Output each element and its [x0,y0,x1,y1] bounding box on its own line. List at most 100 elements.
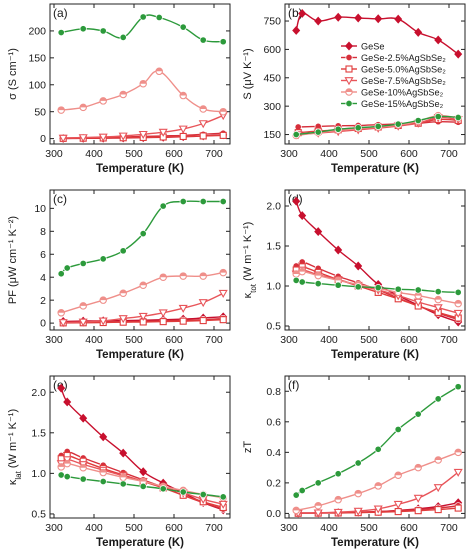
x-tick-label: 400 [85,334,103,346]
data-point [434,395,442,403]
data-point [453,468,463,477]
marker-fill [100,97,107,101]
marker-fill [315,502,322,506]
marker-fill [299,268,306,272]
data-point [334,125,342,133]
series-line [295,270,459,305]
data-point [454,299,462,308]
data-point [119,480,127,488]
data-point [57,28,65,37]
data-point [314,271,322,280]
chart-panel-e: 300 400 500 600 700 0.5 1.0 1.5 2.0 Temperature (… [7,375,231,549]
data-point [199,490,207,499]
data-point [219,38,227,46]
marker-fill [140,478,147,482]
marker-fill [220,108,227,112]
data-point [374,445,382,453]
y-tick-label: 200 [28,26,46,38]
data-point [139,482,147,490]
marker-fill [435,456,442,460]
marker-fill [455,449,462,453]
data-point [433,484,443,493]
marker-fill [120,91,127,95]
data-point [98,317,108,326]
x-tick-label: 300 [45,522,63,534]
data-point [334,470,342,478]
marker-fill [80,104,87,108]
marker-fill [200,105,207,109]
y-axis-label: S (μV K⁻¹) [242,48,254,99]
data-point [314,227,323,237]
y-tick-label: 0.6 [266,416,281,428]
y-tick-label: 2 [40,295,46,307]
x-tick-label: 600 [165,522,183,534]
series-5 [57,13,227,46]
marker-fill [64,460,71,464]
data-point [354,489,362,498]
data-point [179,317,187,325]
marker-fill [355,281,362,285]
data-point [155,67,163,76]
data-point [394,285,402,293]
y-tick-label: 750 [263,16,281,28]
data-point [78,134,88,143]
data-point [139,467,148,477]
y-tick-label: 1.0 [266,281,281,293]
panel-label: (f) [288,378,299,392]
series-line [60,387,224,511]
marker-fill [375,482,382,486]
x-tick-label: 500 [360,148,378,160]
data-point [138,312,148,321]
data-point [334,495,342,504]
data-point [58,134,68,143]
data-point [139,13,147,21]
x-axis-label: Temperature (K) [96,163,184,175]
data-point [199,197,207,206]
data-point [434,506,442,514]
data-point [373,505,383,514]
data-point [79,463,87,472]
y-tick-label: 2.0 [31,387,46,399]
series-line [295,12,459,55]
data-point [179,91,187,100]
legend-marker [345,99,353,108]
y-axis-label: κlat (W m⁻¹ K⁻¹) [7,409,23,485]
marker-fill [120,474,127,478]
marker-fill [140,80,147,84]
data-point [298,267,306,276]
data-point [394,120,402,128]
data-point [179,488,187,496]
y-tick-label: 150 [263,129,281,141]
y-tick-label: 300 [263,101,281,113]
data-point [119,247,127,255]
x-tick-label: 300 [280,148,298,160]
plot-frame [49,189,231,331]
data-point [79,259,87,267]
data-point [79,413,88,423]
series-line [60,462,224,499]
data-point [314,502,322,510]
chart-panel-c: 300 400 500 600 700 0 2 4 6 8 10 Temperature (K) PF … [7,189,231,361]
data-point [374,122,382,130]
data-point [219,268,227,277]
y-tick-label: 450 [263,72,281,84]
marker-fill [355,490,362,494]
data-point [219,131,227,139]
panel-label: (a) [53,6,68,20]
data-point [334,276,342,285]
x-tick-label: 600 [165,334,183,346]
data-point [334,245,343,255]
data-point [63,397,72,407]
data-point [454,49,463,59]
data-point [454,113,462,122]
y-tick-label: 0.5 [31,509,46,521]
data-point [433,304,443,313]
data-point [434,456,442,464]
marker-fill [455,300,462,304]
data-point [99,255,107,263]
y-tick-label: 1.0 [31,468,46,480]
marker-fill [140,282,147,286]
y-tick-label: 0 [40,133,46,145]
legend-entry: GeSe-7.5%AgSbSe₂ [361,76,446,86]
